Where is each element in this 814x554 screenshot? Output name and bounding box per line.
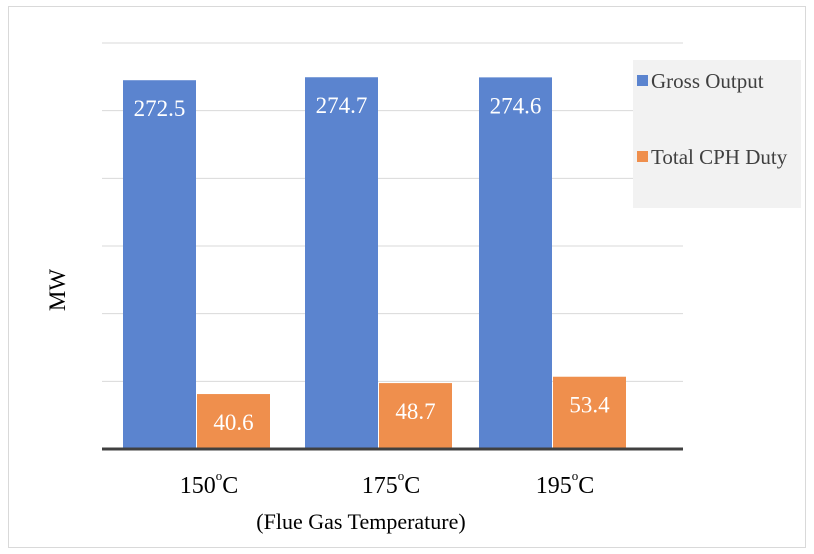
legend-label: Total CPH Duty [651,145,788,169]
legend-swatch [637,75,648,86]
x-tick-value: 175 [361,473,398,499]
degree-symbol: o [397,468,405,483]
data-label: 274.7 [316,93,368,118]
x-tick-label: 175oC [361,468,421,499]
x-tick-value: 195 [535,473,572,499]
degree-symbol: o [571,468,579,483]
x-axis-title: (Flue Gas Temperature) [256,509,466,534]
x-tick-label: 195oC [535,468,595,499]
legend-label: Gross Output [651,69,764,93]
data-label: 48.7 [395,399,435,424]
legend-item-gross-output: Gross Output [637,68,791,95]
legend: Gross Output Total CPH Duty [633,60,801,208]
bar-gross-output [305,77,378,450]
bar-gross-output [479,77,552,449]
bar-gross-output [123,80,196,449]
bars [123,77,626,450]
legend-swatch [637,151,648,162]
data-label: 53.4 [569,393,610,418]
y-axis-title: MW [45,268,70,312]
x-tick-label: 150oC [179,468,239,499]
degree-symbol: o [215,468,223,483]
data-labels: 272.5 274.7 274.6 40.6 48.7 53.4 [134,93,611,435]
x-tick-value: 150 [179,473,216,499]
legend-item-total-cph-duty: Total CPH Duty [637,144,791,171]
bar-total-cph-duty [379,383,452,449]
data-label: 272.5 [134,96,186,121]
bar-total-cph-duty [553,376,626,449]
bar-total-cph-duty [197,394,270,449]
data-label: 274.6 [490,93,542,118]
data-label: 40.6 [213,410,253,435]
